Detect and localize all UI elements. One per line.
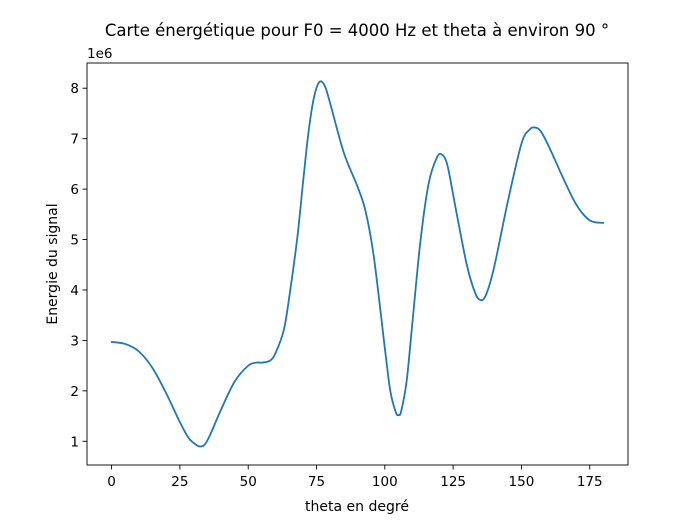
series-line (110, 80, 605, 448)
x-tick-label: 150 (509, 474, 535, 490)
x-axis: 0 25 50 75 100 125 150 175 (107, 465, 603, 490)
y-axis: 1 2 3 4 5 6 7 8 (70, 81, 87, 450)
y-tick-label: 6 (70, 182, 79, 198)
x-tick-label: 100 (372, 474, 398, 490)
y-offset-label: 1e6 (87, 46, 112, 62)
y-tick-label: 1 (70, 434, 79, 450)
y-tick-label: 7 (70, 132, 79, 148)
y-tick-label: 3 (70, 333, 79, 349)
x-tick-label: 0 (107, 474, 116, 490)
y-axis-label: Energie du signal (45, 203, 61, 324)
x-axis-label: theta en degré (305, 499, 409, 515)
x-tick-label: 50 (240, 474, 257, 490)
y-tick-label: 5 (70, 233, 79, 249)
x-tick-label: 125 (440, 474, 466, 490)
x-tick-label: 25 (171, 474, 188, 490)
x-tick-label: 175 (577, 474, 603, 490)
x-tick-label: 75 (308, 474, 325, 490)
y-tick-label: 4 (70, 283, 79, 299)
y-tick-label: 2 (70, 384, 79, 400)
plot-area (87, 63, 628, 465)
plot-frame (86, 62, 629, 466)
y-tick-label: 8 (70, 81, 79, 97)
chart-title: Carte énergétique pour F0 = 4000 Hz et t… (105, 21, 609, 40)
